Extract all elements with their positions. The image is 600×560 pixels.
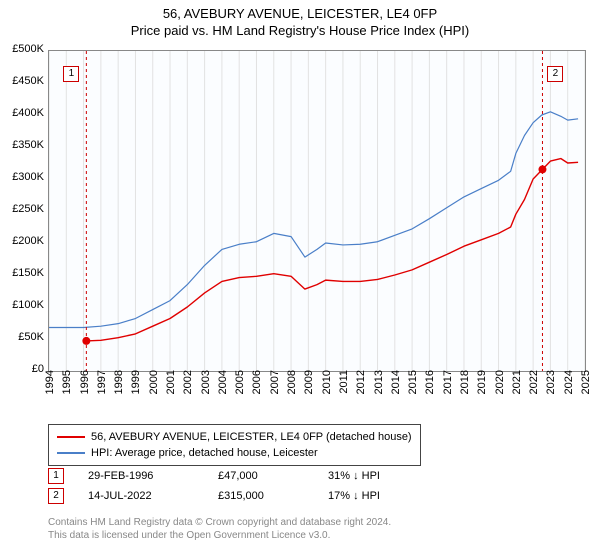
legend-label-property: 56, AVEBURY AVENUE, LEICESTER, LE4 0FP (… bbox=[91, 431, 412, 443]
legend-swatch-hpi bbox=[57, 452, 85, 454]
y-tick-label: £450K bbox=[0, 75, 44, 87]
x-tick-label: 2024 bbox=[563, 370, 575, 410]
chart-container: 56, AVEBURY AVENUE, LEICESTER, LE4 0FP P… bbox=[0, 0, 600, 560]
chart-area: £0 £50K £100K £150K £200K £250K £300K £350K £400… bbox=[0, 44, 600, 420]
x-tick-label: 2012 bbox=[355, 370, 367, 410]
x-tick-label: 2016 bbox=[424, 370, 436, 410]
marker-price-2: £315,000 bbox=[218, 490, 328, 502]
x-tick-label: 2004 bbox=[217, 370, 229, 410]
x-tick-label: 1994 bbox=[44, 370, 56, 410]
attribution-line1: Contains HM Land Registry data © Crown c… bbox=[48, 517, 391, 528]
x-tick-label: 2019 bbox=[476, 370, 488, 410]
x-tick-label: 2006 bbox=[251, 370, 263, 410]
legend-box: 56, AVEBURY AVENUE, LEICESTER, LE4 0FP (… bbox=[48, 424, 421, 466]
x-tick-label: 2015 bbox=[407, 370, 419, 410]
x-tick-label: 2013 bbox=[373, 370, 385, 410]
x-tick-label: 2018 bbox=[459, 370, 471, 410]
y-tick-label: £100K bbox=[0, 299, 44, 311]
title-block: 56, AVEBURY AVENUE, LEICESTER, LE4 0FP P… bbox=[0, 0, 600, 38]
marker-date-2: 14-JUL-2022 bbox=[88, 490, 218, 502]
title-line1: 56, AVEBURY AVENUE, LEICESTER, LE4 0FP bbox=[0, 6, 600, 21]
x-tick-label: 2017 bbox=[442, 370, 454, 410]
y-tick-label: £200K bbox=[0, 235, 44, 247]
x-tick-label: 2007 bbox=[269, 370, 281, 410]
y-tick-label: £500K bbox=[0, 43, 44, 55]
marker-diff-1: 31% ↓ HPI bbox=[328, 470, 438, 482]
marker-row-2: 2 14-JUL-2022 £315,000 17% ↓ HPI bbox=[48, 486, 438, 506]
x-tick-label: 1997 bbox=[96, 370, 108, 410]
marker-table: 1 29-FEB-1996 £47,000 31% ↓ HPI 2 14-JUL… bbox=[48, 466, 438, 506]
y-tick-label: £350K bbox=[0, 139, 44, 151]
x-tick-label: 2009 bbox=[303, 370, 315, 410]
x-tick-label: 2014 bbox=[390, 370, 402, 410]
marker-badge-1: 1 bbox=[48, 468, 64, 484]
y-tick-label: £150K bbox=[0, 267, 44, 279]
plot-svg bbox=[49, 51, 585, 371]
x-tick-label: 2011 bbox=[338, 370, 350, 410]
chart-marker-badge: 1 bbox=[63, 66, 79, 82]
x-tick-label: 1995 bbox=[61, 370, 73, 410]
x-tick-label: 2002 bbox=[182, 370, 194, 410]
legend-label-hpi: HPI: Average price, detached house, Leic… bbox=[91, 447, 318, 459]
y-tick-label: £50K bbox=[0, 331, 44, 343]
attribution: Contains HM Land Registry data © Crown c… bbox=[48, 516, 584, 542]
x-tick-label: 2005 bbox=[234, 370, 246, 410]
x-tick-label: 2008 bbox=[286, 370, 298, 410]
marker-diff-2: 17% ↓ HPI bbox=[328, 490, 438, 502]
x-tick-label: 2003 bbox=[200, 370, 212, 410]
attribution-line2: This data is licensed under the Open Gov… bbox=[48, 530, 330, 541]
legend-swatch-property bbox=[57, 436, 85, 438]
y-tick-label: £0 bbox=[0, 363, 44, 375]
marker-date-1: 29-FEB-1996 bbox=[88, 470, 218, 482]
legend-item-property: 56, AVEBURY AVENUE, LEICESTER, LE4 0FP (… bbox=[57, 429, 412, 445]
x-tick-label: 1996 bbox=[79, 370, 91, 410]
y-tick-label: £300K bbox=[0, 171, 44, 183]
x-tick-label: 2021 bbox=[511, 370, 523, 410]
legend-item-hpi: HPI: Average price, detached house, Leic… bbox=[57, 445, 412, 461]
title-line2: Price paid vs. HM Land Registry's House … bbox=[0, 23, 600, 38]
chart-marker-badge: 2 bbox=[547, 66, 563, 82]
marker-badge-2: 2 bbox=[48, 488, 64, 504]
y-tick-label: £400K bbox=[0, 107, 44, 119]
x-tick-label: 2025 bbox=[580, 370, 592, 410]
y-tick-label: £250K bbox=[0, 203, 44, 215]
x-tick-label: 2010 bbox=[321, 370, 333, 410]
x-tick-label: 1998 bbox=[113, 370, 125, 410]
plot-area bbox=[48, 50, 586, 372]
x-tick-label: 2001 bbox=[165, 370, 177, 410]
marker-price-1: £47,000 bbox=[218, 470, 328, 482]
marker-row-1: 1 29-FEB-1996 £47,000 31% ↓ HPI bbox=[48, 466, 438, 486]
x-tick-label: 2022 bbox=[528, 370, 540, 410]
x-tick-label: 2000 bbox=[148, 370, 160, 410]
x-tick-label: 2023 bbox=[545, 370, 557, 410]
x-tick-label: 2020 bbox=[494, 370, 506, 410]
x-tick-label: 1999 bbox=[130, 370, 142, 410]
